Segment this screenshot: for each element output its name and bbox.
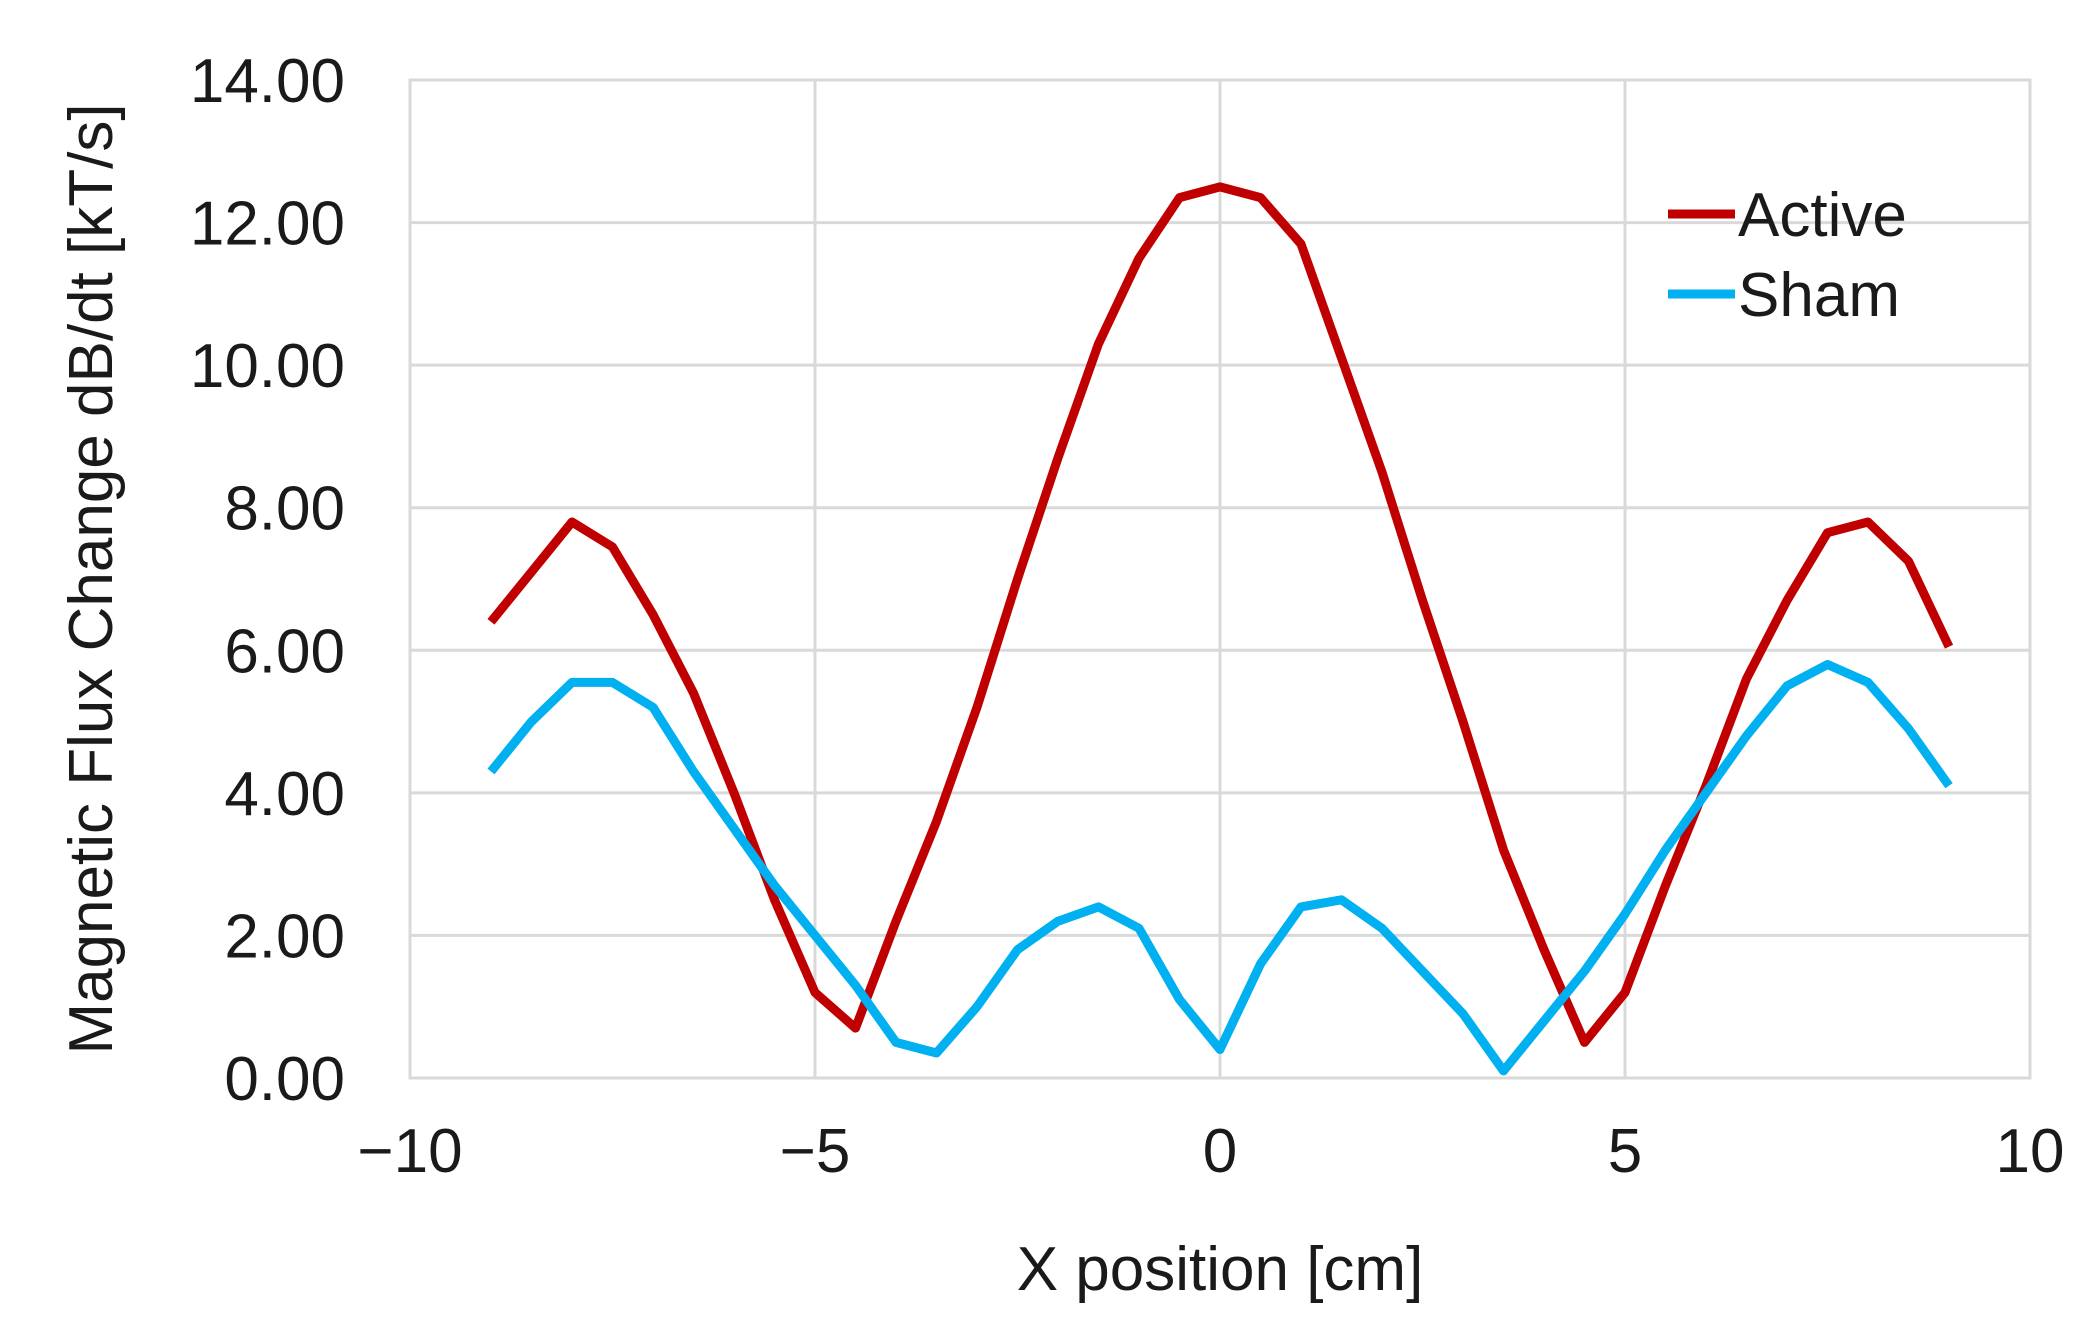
x-tick-label: 0 xyxy=(1203,1117,1237,1186)
x-tick-label: 5 xyxy=(1608,1117,1642,1186)
y-axis-ticks: 0.00 2.00 4.00 6.00 8.00 10.00 12.00 14.00 xyxy=(190,47,345,1114)
x-axis-ticks: −10 −5 0 5 10 xyxy=(357,1117,2064,1186)
y-tick-label: 10.00 xyxy=(190,332,345,401)
y-tick-label: 0.00 xyxy=(224,1045,345,1114)
y-tick-label: 14.00 xyxy=(190,47,345,116)
legend-label-sham: Sham xyxy=(1738,261,1900,330)
legend: Active Sham xyxy=(1668,181,1907,330)
series-line-sham xyxy=(487,660,1953,1076)
x-tick-label: −5 xyxy=(780,1117,851,1186)
plot-area-frame xyxy=(408,78,2032,1080)
y-axis-title: Magnetic Flux Change dB/dt [kT/s] xyxy=(57,103,126,1054)
y-tick-label: 6.00 xyxy=(224,617,345,686)
x-axis-title: X position [cm] xyxy=(1017,1235,1424,1304)
y-tick-label: 12.00 xyxy=(190,190,345,259)
y-tick-label: 8.00 xyxy=(224,475,345,544)
x-tick-label: −10 xyxy=(357,1117,462,1186)
y-tick-label: 4.00 xyxy=(224,760,345,829)
legend-label-active: Active xyxy=(1738,181,1907,250)
series-lines xyxy=(487,182,1954,1076)
y-tick-label: 2.00 xyxy=(224,902,345,971)
x-tick-label: 10 xyxy=(1996,1117,2065,1186)
